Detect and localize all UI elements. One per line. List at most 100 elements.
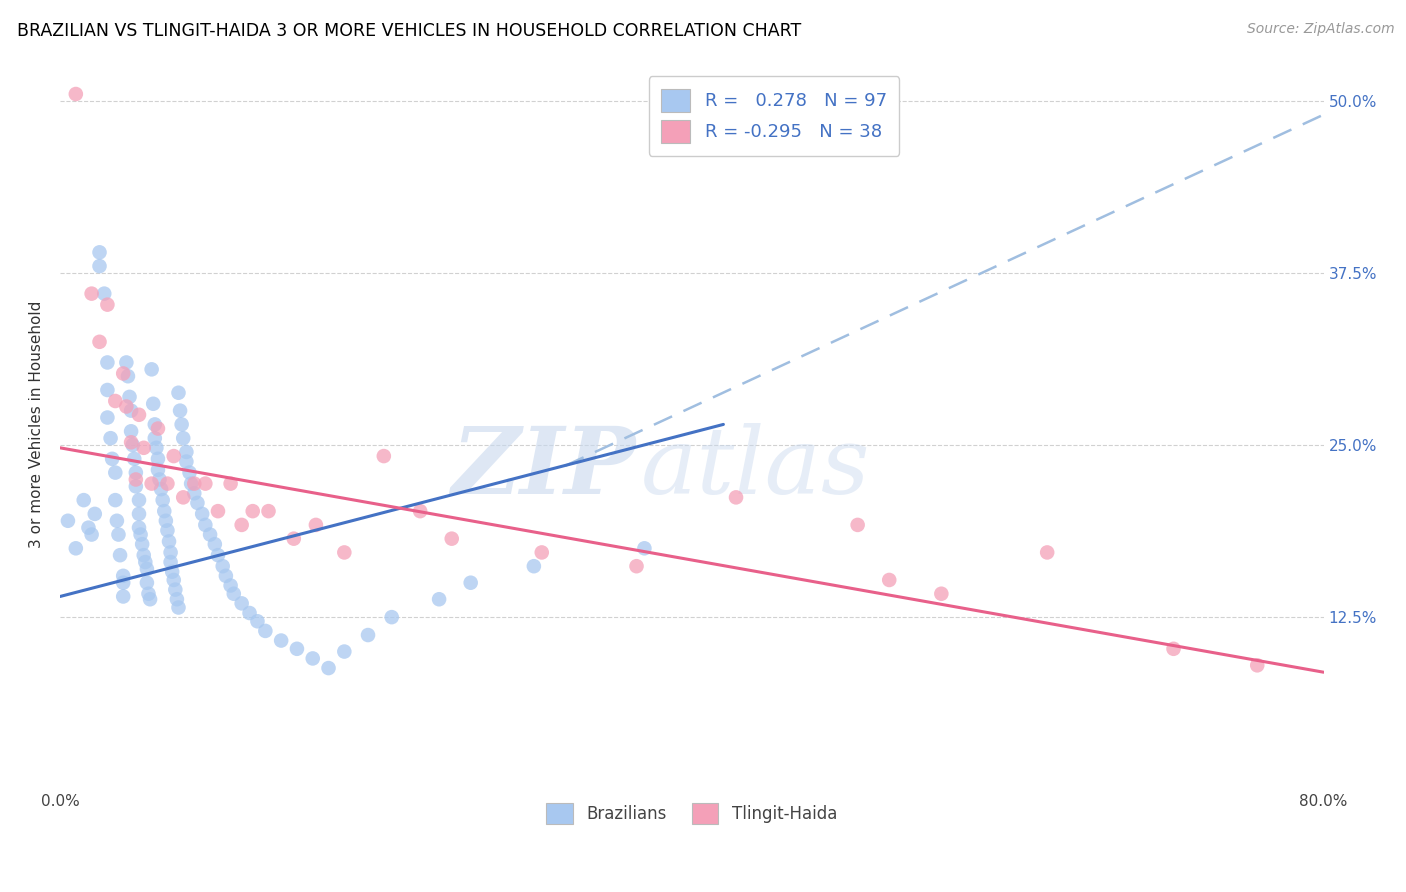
Point [139, 592, 162, 607]
Point [1246, 658, 1268, 673]
Point [132, 548, 155, 562]
Text: Source: ZipAtlas.com: Source: ZipAtlas.com [1247, 22, 1395, 37]
Point [633, 541, 655, 556]
Point [318, 661, 340, 675]
Point [170, 417, 193, 432]
Point [183, 476, 205, 491]
Point [270, 633, 292, 648]
Point [194, 517, 217, 532]
Point [846, 517, 869, 532]
Point [160, 565, 183, 579]
Point [207, 548, 229, 562]
Point [104, 394, 127, 409]
Point [231, 517, 253, 532]
Point [112, 575, 135, 590]
Point [283, 532, 305, 546]
Point [626, 559, 648, 574]
Point [724, 491, 747, 505]
Point [159, 545, 181, 559]
Point [65, 87, 87, 101]
Point [166, 592, 188, 607]
Point [1163, 641, 1185, 656]
Point [138, 587, 160, 601]
Point [305, 517, 328, 532]
Point [231, 596, 253, 610]
Point [333, 644, 356, 658]
Point [191, 507, 214, 521]
Point [146, 451, 169, 466]
Point [246, 614, 269, 628]
Point [96, 410, 118, 425]
Point [121, 438, 143, 452]
Point [96, 355, 118, 369]
Point [176, 454, 198, 468]
Point [152, 493, 174, 508]
Point [89, 259, 111, 273]
Point [150, 482, 173, 496]
Point [211, 559, 233, 574]
Point [101, 451, 124, 466]
Point [179, 466, 201, 480]
Point [148, 473, 170, 487]
Point [157, 534, 180, 549]
Point [169, 403, 191, 417]
Point [143, 431, 166, 445]
Point [135, 575, 157, 590]
Point [172, 431, 194, 445]
Point [156, 524, 179, 538]
Point [440, 532, 463, 546]
Point [112, 367, 135, 381]
Point [141, 362, 163, 376]
Point [159, 555, 181, 569]
Point [530, 545, 553, 559]
Point [357, 628, 380, 642]
Point [409, 504, 432, 518]
Point [145, 441, 167, 455]
Point [931, 587, 953, 601]
Point [301, 651, 323, 665]
Point [373, 449, 395, 463]
Point [104, 466, 127, 480]
Point [215, 569, 238, 583]
Point [523, 559, 546, 574]
Point [120, 403, 142, 417]
Point [877, 573, 900, 587]
Point [257, 504, 280, 518]
Point [156, 476, 179, 491]
Point [460, 575, 482, 590]
Point [80, 527, 103, 541]
Point [1036, 545, 1059, 559]
Point [167, 385, 190, 400]
Point [219, 476, 242, 491]
Point [333, 545, 356, 559]
Point [128, 507, 150, 521]
Point [143, 417, 166, 432]
Point [153, 504, 176, 518]
Point [122, 451, 145, 466]
Point [238, 606, 260, 620]
Point [65, 541, 87, 556]
Point [128, 493, 150, 508]
Point [207, 504, 229, 518]
Text: ZIP: ZIP [451, 423, 636, 513]
Point [129, 527, 152, 541]
Legend: Brazilians, Tlingit-Haida: Brazilians, Tlingit-Haida [534, 791, 849, 836]
Point [254, 624, 277, 638]
Point [73, 493, 96, 508]
Y-axis label: 3 or more Vehicles in Household: 3 or more Vehicles in Household [30, 301, 44, 548]
Point [56, 514, 79, 528]
Point [132, 441, 155, 455]
Point [142, 397, 165, 411]
Point [222, 587, 245, 601]
Point [96, 298, 118, 312]
Point [204, 537, 226, 551]
Point [107, 527, 129, 541]
Point [176, 445, 198, 459]
Point [128, 521, 150, 535]
Point [112, 590, 135, 604]
Point [186, 496, 208, 510]
Text: BRAZILIAN VS TLINGIT-HAIDA 3 OR MORE VEHICLES IN HOUSEHOLD CORRELATION CHART: BRAZILIAN VS TLINGIT-HAIDA 3 OR MORE VEH… [17, 22, 801, 40]
Text: atlas: atlas [641, 423, 870, 513]
Point [146, 463, 169, 477]
Point [125, 479, 148, 493]
